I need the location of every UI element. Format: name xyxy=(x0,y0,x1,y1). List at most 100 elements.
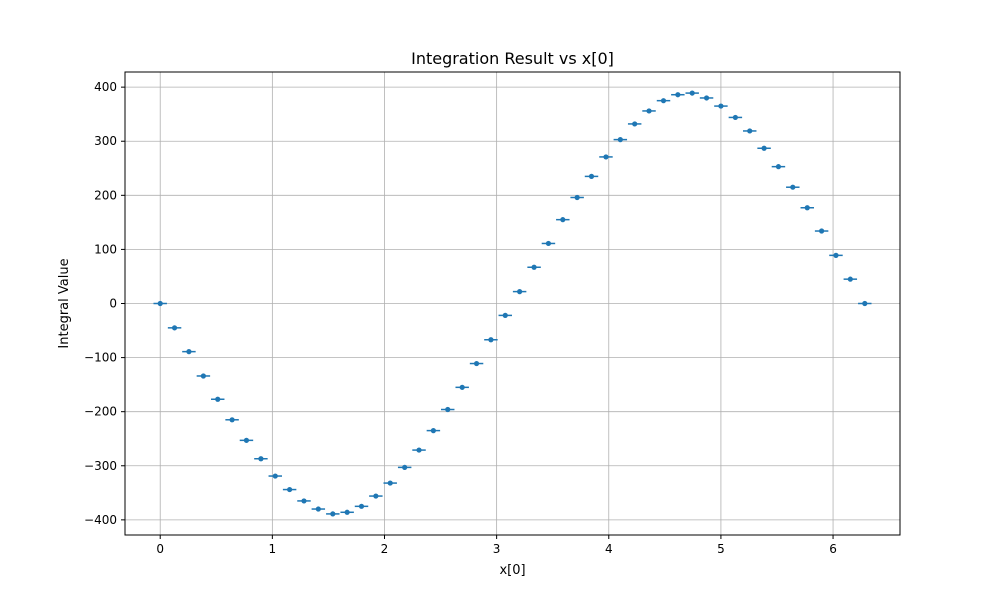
data-marker xyxy=(243,437,250,443)
data-marker xyxy=(646,108,652,114)
data-marker xyxy=(847,276,853,282)
data-marker xyxy=(186,349,192,355)
data-marker xyxy=(229,417,235,423)
data-point xyxy=(656,98,671,104)
data-marker xyxy=(545,240,552,247)
data-point xyxy=(599,154,613,160)
x-tick-label: 5 xyxy=(717,542,725,556)
data-marker xyxy=(157,300,163,307)
data-point xyxy=(858,300,872,307)
x-tick-label: 1 xyxy=(269,542,277,556)
data-point xyxy=(311,506,326,512)
data-point xyxy=(426,428,441,434)
data-point xyxy=(441,406,455,413)
data-marker xyxy=(747,128,753,134)
data-point xyxy=(196,373,211,379)
data-point xyxy=(182,349,196,355)
grid xyxy=(125,72,900,535)
data-point xyxy=(282,486,297,493)
data-marker xyxy=(819,228,825,234)
data-point xyxy=(412,447,426,453)
data-point xyxy=(469,360,484,367)
data-point xyxy=(397,464,412,470)
data-point xyxy=(570,194,584,201)
data-marker xyxy=(588,173,595,179)
data-marker xyxy=(258,456,264,462)
data-point xyxy=(556,217,570,223)
data-marker xyxy=(473,360,480,367)
data-point xyxy=(383,480,397,486)
data-point xyxy=(369,493,383,499)
data-point xyxy=(254,456,268,462)
data-marker xyxy=(416,447,422,453)
y-tick-label: −100 xyxy=(84,351,117,365)
data-marker xyxy=(833,252,839,258)
data-point xyxy=(829,252,843,258)
data-point xyxy=(455,384,469,390)
data-marker xyxy=(287,486,293,493)
data-point xyxy=(167,325,182,331)
data-marker xyxy=(171,325,178,331)
y-axis-label: Integral Value xyxy=(57,258,72,348)
x-tick-label: 2 xyxy=(381,542,389,556)
data-point xyxy=(786,184,800,190)
data-point xyxy=(728,114,743,121)
x-tick-label: 3 xyxy=(493,542,501,556)
data-point xyxy=(541,240,556,247)
data-marker xyxy=(200,373,206,379)
data-marker xyxy=(790,184,796,190)
data-point xyxy=(843,276,858,282)
data-point xyxy=(743,128,757,134)
data-point xyxy=(527,264,541,270)
data-marker xyxy=(718,103,724,109)
data-marker xyxy=(215,396,221,402)
x-axis-label: x[0] xyxy=(499,563,525,578)
data-marker xyxy=(330,511,336,517)
data-marker xyxy=(703,95,710,101)
data-marker xyxy=(617,137,623,143)
x-tick-label: 0 xyxy=(156,542,164,556)
data-point xyxy=(484,337,498,343)
data-marker xyxy=(272,473,278,479)
data-point xyxy=(771,164,786,170)
data-marker xyxy=(675,92,681,98)
data-point xyxy=(153,300,167,307)
data-marker xyxy=(459,384,465,390)
data-marker xyxy=(387,480,393,486)
data-marker xyxy=(502,312,508,318)
data-marker xyxy=(517,289,523,295)
y-tick-label: 400 xyxy=(94,80,117,94)
data-point xyxy=(685,90,699,96)
y-tick-label: −400 xyxy=(84,513,117,527)
data-point xyxy=(757,145,771,151)
data-marker xyxy=(603,154,609,160)
data-marker xyxy=(689,90,695,96)
data-marker xyxy=(862,300,868,307)
data-marker xyxy=(402,464,408,470)
y-tick-label: −200 xyxy=(84,405,117,419)
y-tick-label: −300 xyxy=(84,459,117,473)
data-marker xyxy=(761,145,767,151)
y-tick-label: 200 xyxy=(94,188,117,202)
data-point xyxy=(699,95,714,101)
data-point xyxy=(326,511,340,517)
data-marker xyxy=(632,121,638,127)
data-point xyxy=(498,312,512,318)
data-point xyxy=(642,108,656,114)
data-marker xyxy=(531,264,537,270)
data-point xyxy=(268,473,282,479)
data-point xyxy=(354,503,369,509)
data-marker xyxy=(445,406,451,413)
data-marker xyxy=(344,509,350,515)
data-point xyxy=(800,205,814,211)
data-point xyxy=(671,92,685,98)
data-marker xyxy=(574,194,580,201)
data-marker xyxy=(315,506,321,512)
data-marker xyxy=(775,164,782,170)
data-marker xyxy=(430,428,436,434)
data-point xyxy=(714,103,728,109)
data-marker xyxy=(660,98,667,104)
y-tick-label: 0 xyxy=(109,297,117,311)
